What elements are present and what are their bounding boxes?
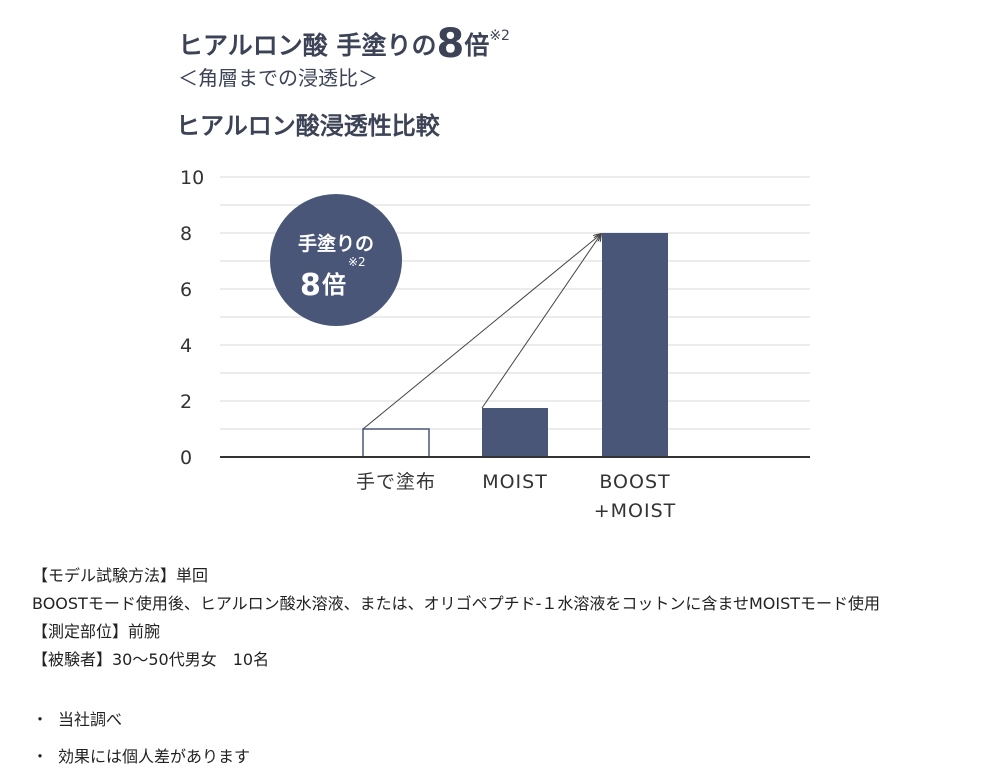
bar [602, 233, 668, 457]
x-tick-label: 手で塗布 [356, 470, 436, 493]
headline-prefix: ヒアルロン酸 手塗りの [178, 31, 437, 60]
y-tick-label: 10 [180, 167, 204, 189]
disclaimer-list: ・当社調べ ・効果には個人差があります [32, 706, 250, 780]
note-line: BOOSTモード使用後、ヒアルロン酸水溶液、または、オリゴペプチド-１水溶液をコ… [32, 594, 880, 613]
badge-circle [270, 194, 402, 326]
comparison-arrow [362, 234, 601, 430]
note-line: 【測定部位】前腕 [32, 622, 161, 641]
chart-title: ヒアルロン酸浸透性比較 [176, 112, 440, 140]
headline-big-number: 8 [436, 21, 465, 67]
headline: ヒアルロン酸 手塗りの8倍※2 [178, 14, 510, 68]
bar [362, 428, 430, 458]
subhead: ＜角層までの浸透比＞ [178, 66, 378, 90]
x-tick-label: +MOIST [594, 500, 677, 522]
headline-note: ※2 [489, 28, 510, 44]
test-method-notes: 【モデル試験方法】単回 BOOSTモード使用後、ヒアルロン酸水溶液、または、オリ… [32, 562, 880, 674]
y-tick-label: 8 [180, 223, 192, 245]
bar [482, 408, 548, 457]
x-tick-label: MOIST [482, 471, 548, 493]
x-tick-label: BOOST [599, 471, 670, 493]
list-item: ・効果には個人差があります [32, 747, 251, 766]
badge-suffix: 倍 [322, 271, 346, 299]
note-line: 【モデル試験方法】単回 [32, 566, 209, 585]
comparison-arrow [481, 234, 601, 409]
badge-line1: 手塗りの [298, 232, 374, 255]
note-line: 【被験者】30〜50代男女 10名 [32, 650, 270, 669]
headline-suffix: 倍 [464, 31, 490, 60]
badge-note: ※2 [348, 255, 366, 269]
list-item: ・当社調べ [32, 710, 123, 729]
y-tick-label: 6 [180, 279, 192, 301]
badge-big-number: 8 [300, 268, 321, 303]
y-tick-label: 0 [180, 447, 192, 469]
y-tick-label: 4 [180, 335, 192, 357]
y-tick-label: 2 [180, 391, 192, 413]
